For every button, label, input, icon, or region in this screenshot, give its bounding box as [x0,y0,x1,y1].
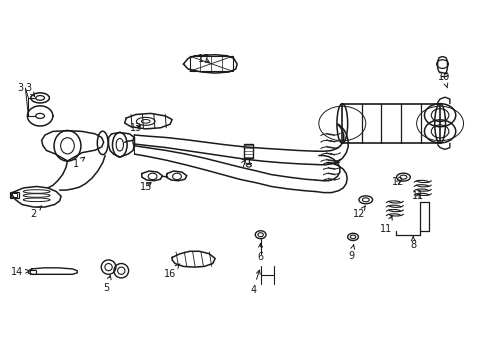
Text: 17: 17 [198,54,210,64]
Text: 4: 4 [250,270,260,295]
Text: 12: 12 [391,177,404,187]
Text: 8: 8 [409,237,415,250]
Text: 3: 3 [18,83,23,93]
Text: 11: 11 [379,216,392,234]
Text: 10: 10 [437,72,449,88]
Text: 3: 3 [25,83,35,96]
Text: 2: 2 [30,206,41,219]
Text: 16: 16 [163,264,179,279]
Bar [189,56,232,71]
Bar [244,144,253,158]
Text: 12: 12 [352,206,365,219]
Text: 9: 9 [347,245,354,261]
Bar [10,192,19,198]
Bar [30,270,36,274]
Text: 5: 5 [103,275,111,293]
Text: 13: 13 [129,123,142,133]
Text: 6: 6 [257,243,263,262]
Bar [11,193,17,197]
Text: 15: 15 [139,182,152,192]
Text: 11: 11 [411,191,424,201]
Text: 14: 14 [11,267,29,277]
Text: 1: 1 [73,157,84,169]
Bar [342,104,439,143]
Text: 7: 7 [240,159,245,169]
